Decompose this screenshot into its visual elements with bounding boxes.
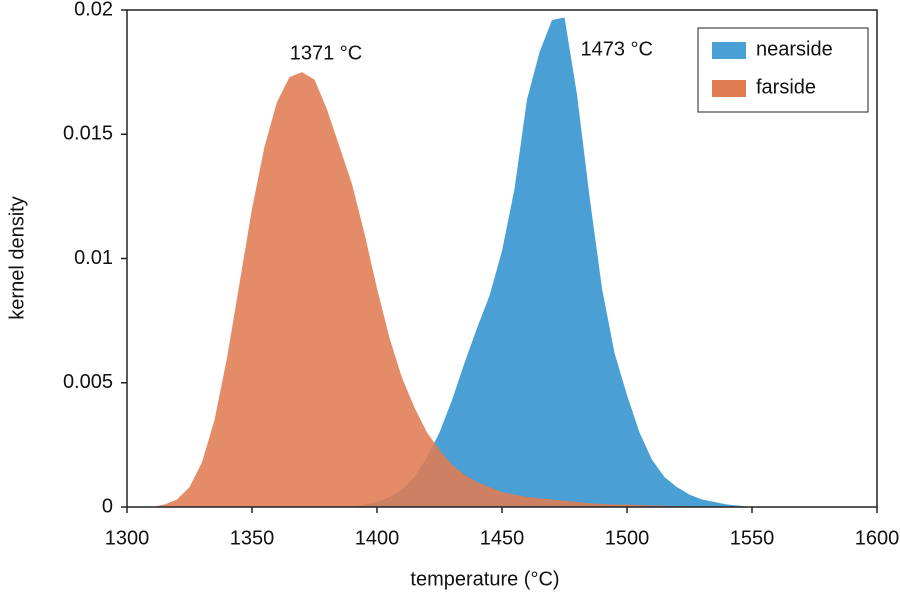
x-tick-label: 1400 <box>355 527 400 549</box>
peak-annotation: 1371 °C <box>290 42 363 64</box>
legend-swatch <box>712 42 746 59</box>
y-tick-label: 0.005 <box>63 371 113 393</box>
y-tick-label: 0.01 <box>74 247 113 269</box>
density-area <box>152 17 777 508</box>
density-area <box>152 72 777 507</box>
y-tick-label: 0 <box>102 495 113 517</box>
legend-label: farside <box>756 76 816 98</box>
x-tick-label: 1300 <box>105 527 150 549</box>
x-tick-label: 1350 <box>230 527 275 549</box>
y-axis-label: kernel density <box>6 196 28 319</box>
x-tick-label: 1450 <box>480 527 525 549</box>
y-tick-label: 0.015 <box>63 123 113 145</box>
x-axis-label: temperature (°C) <box>410 568 559 590</box>
y-tick-label: 0.02 <box>74 0 113 20</box>
x-tick-label: 1550 <box>730 527 775 549</box>
peak-annotation: 1473 °C <box>581 39 654 61</box>
x-tick-label: 1500 <box>605 527 650 549</box>
legend-swatch <box>712 80 746 97</box>
legend-label: nearside <box>756 38 833 60</box>
x-tick-label: 1600 <box>855 527 900 549</box>
